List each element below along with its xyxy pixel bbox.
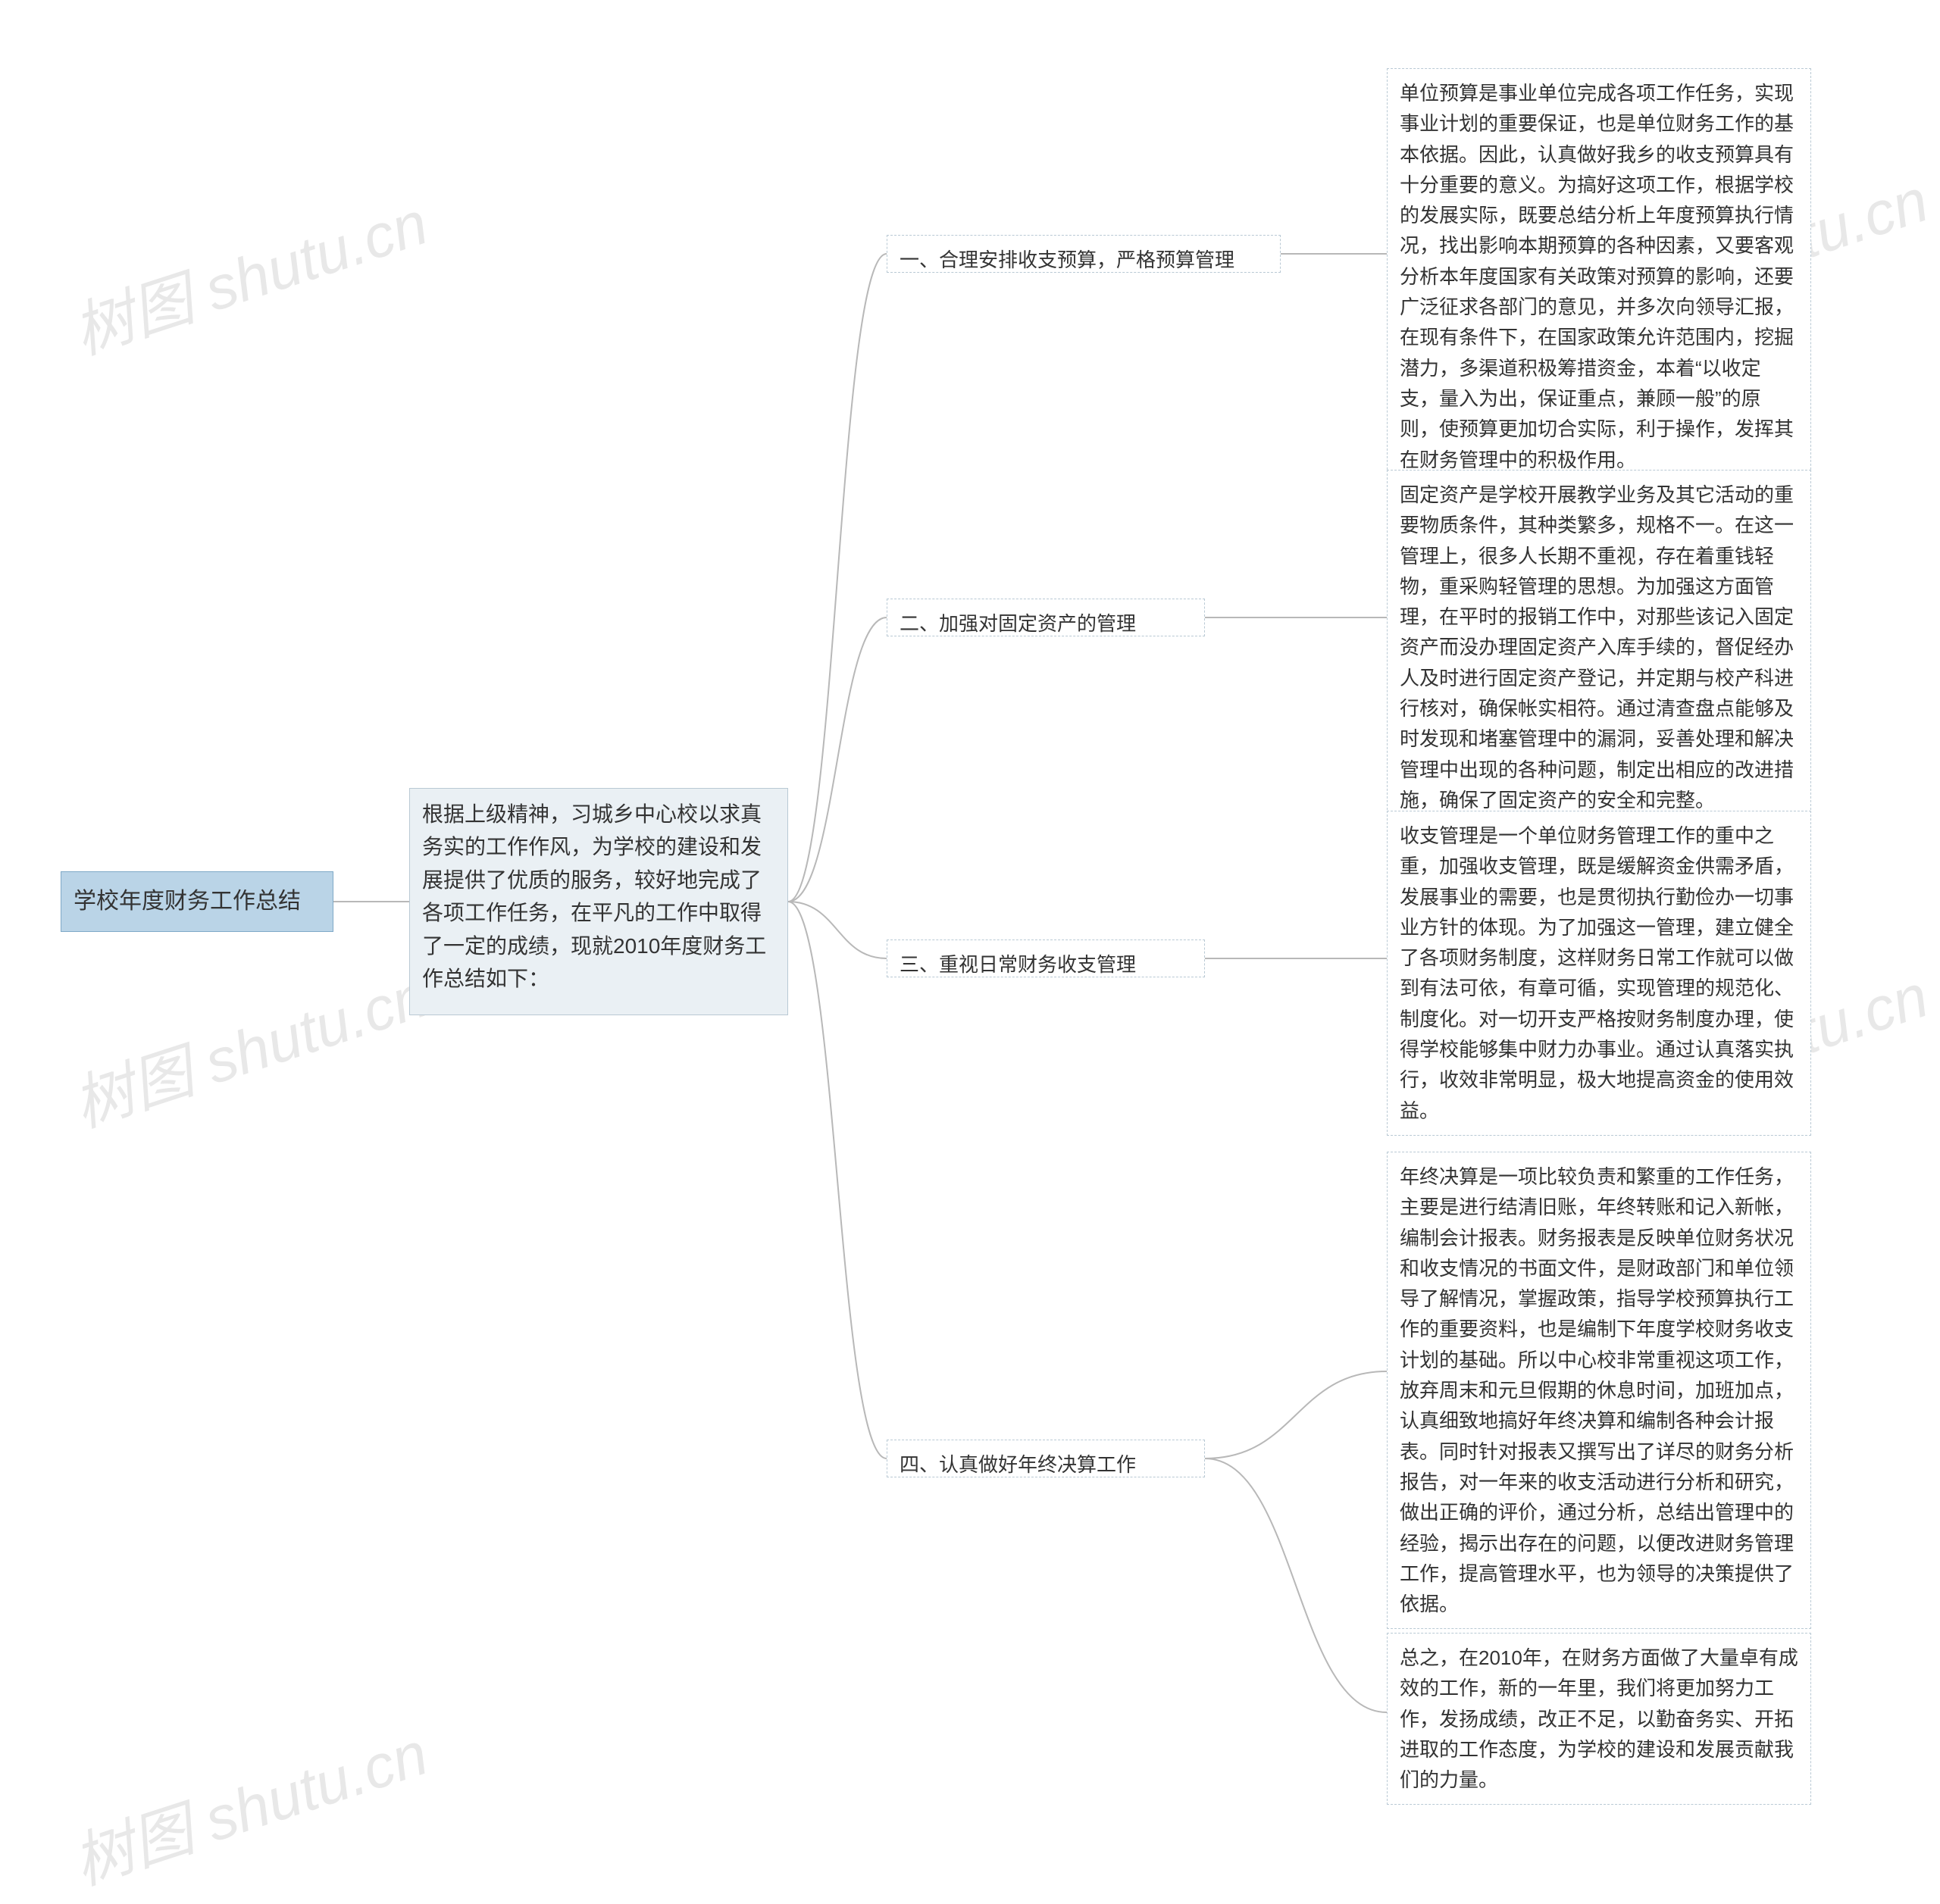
section-1-label: 一、合理安排收支预算，严格预算管理 [900, 249, 1234, 271]
intro-text: 根据上级精神，习城乡中心校以求真务实的工作作风，为学校的建设和发展提供了优质的服… [422, 802, 766, 990]
detail-4a-text: 年终决算是一项比较负责和繁重的工作任务，主要是进行结清旧账，年终转账和记入新帐，… [1400, 1165, 1794, 1615]
mindmap-canvas: 树图 shutu.cn 树图 shutu.cn 树图 shutu.cn 树图 s… [0, 0, 1940, 1904]
detail-4b-text: 总之，在2010年，在财务方面做了大量卓有成效的工作，新的一年里，我们将更加努力… [1400, 1646, 1798, 1791]
detail-4b-node[interactable]: 总之，在2010年，在财务方面做了大量卓有成效的工作，新的一年里，我们将更加努力… [1387, 1633, 1811, 1805]
detail-2-node[interactable]: 固定资产是学校开展教学业务及其它活动的重要物质条件，其种类繁多，规格不一。在这一… [1387, 470, 1811, 825]
detail-2-text: 固定资产是学校开展教学业务及其它活动的重要物质条件，其种类繁多，规格不一。在这一… [1400, 483, 1794, 811]
section-4-node[interactable]: 四、认真做好年终决算工作 [887, 1440, 1205, 1477]
root-node[interactable]: 学校年度财务工作总结 [61, 871, 333, 932]
section-3-node[interactable]: 三、重视日常财务收支管理 [887, 939, 1205, 977]
section-2-label: 二、加强对固定资产的管理 [900, 612, 1136, 635]
detail-1-node[interactable]: 单位预算是事业单位完成各项工作任务，实现事业计划的重要保证，也是单位财务工作的基… [1387, 68, 1811, 485]
detail-3-node[interactable]: 收支管理是一个单位财务管理工作的重中之重，加强收支管理，既是缓解资金供需矛盾，发… [1387, 811, 1811, 1136]
intro-node[interactable]: 根据上级精神，习城乡中心校以求真务实的工作作风，为学校的建设和发展提供了优质的服… [409, 788, 788, 1015]
detail-4a-node[interactable]: 年终决算是一项比较负责和繁重的工作任务，主要是进行结清旧账，年终转账和记入新帐，… [1387, 1152, 1811, 1629]
detail-3-text: 收支管理是一个单位财务管理工作的重中之重，加强收支管理，既是缓解资金供需矛盾，发… [1400, 824, 1794, 1122]
root-label: 学校年度财务工作总结 [74, 884, 301, 920]
section-1-node[interactable]: 一、合理安排收支预算，严格预算管理 [887, 235, 1281, 273]
section-2-node[interactable]: 二、加强对固定资产的管理 [887, 599, 1205, 636]
section-4-label: 四、认真做好年终决算工作 [900, 1453, 1136, 1476]
watermark: 树图 shutu.cn [61, 1705, 437, 1902]
watermark: 树图 shutu.cn [61, 947, 437, 1144]
section-3-label: 三、重视日常财务收支管理 [900, 953, 1136, 976]
watermark: 树图 shutu.cn [61, 174, 437, 371]
detail-1-text: 单位预算是事业单位完成各项工作任务，实现事业计划的重要保证，也是单位财务工作的基… [1400, 82, 1794, 471]
